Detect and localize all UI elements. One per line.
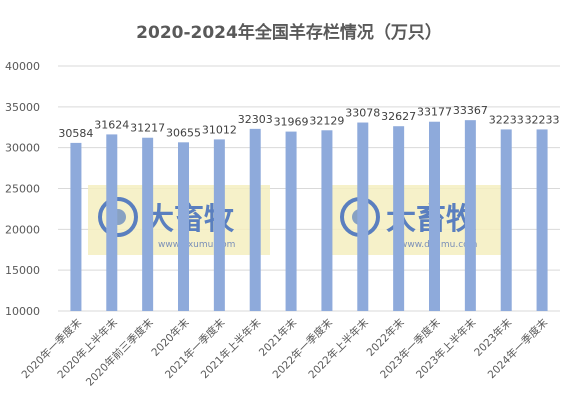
y-tick-label: 20000 — [5, 223, 40, 236]
bar — [429, 121, 440, 312]
x-tick-label: 2022年上半年末 — [306, 316, 372, 382]
data-label: 31217 — [130, 122, 165, 135]
bar — [500, 129, 512, 311]
data-label: 33367 — [453, 104, 488, 117]
y-tick-label: 40000 — [5, 60, 40, 73]
y-tick-label: 25000 — [5, 183, 40, 196]
data-label: 33078 — [345, 107, 380, 120]
data-label: 30655 — [166, 126, 201, 139]
bar — [464, 120, 476, 312]
bar — [393, 126, 405, 311]
data-label: 30584 — [58, 127, 93, 140]
bar — [357, 122, 369, 311]
data-label: 32233 — [525, 113, 560, 126]
y-tick-label: 10000 — [5, 305, 40, 318]
watermark: 大畜牧www.dxumu.com — [330, 185, 508, 255]
y-tick-label: 30000 — [5, 142, 40, 155]
x-tick-label: 2020年一季度末 — [19, 316, 85, 382]
chart-title: 2020-2024年全国羊存栏情况（万只） — [136, 23, 442, 43]
data-label: 32129 — [309, 114, 344, 127]
bar — [213, 139, 225, 311]
bar — [249, 128, 261, 311]
bar — [70, 142, 82, 311]
x-tick-label: 2021年上半年末 — [198, 316, 264, 382]
x-tick-label: 2024年一季度末 — [485, 316, 551, 382]
data-label: 31969 — [274, 116, 309, 129]
x-tick-label: 2020年前三季度末 — [83, 316, 156, 389]
data-label: 31624 — [94, 118, 129, 131]
data-label: 32627 — [381, 110, 416, 123]
x-tick-label: 2023年一季度末 — [377, 316, 443, 382]
x-tick-label: 2022年一季度末 — [270, 316, 336, 382]
bars — [70, 120, 548, 312]
bar — [536, 129, 548, 311]
bar — [142, 137, 154, 311]
data-label: 32303 — [238, 113, 273, 126]
bar — [285, 131, 297, 311]
watermark-url: www.dxumu.com — [158, 240, 235, 250]
y-tick-label: 35000 — [5, 101, 40, 114]
x-tick-label: 2020年上半年末 — [55, 316, 121, 382]
x-tick-label: 2021年一季度末 — [162, 316, 228, 382]
bar — [321, 130, 333, 311]
y-tick-label: 15000 — [5, 264, 40, 277]
y-axis: 10000 15000 20000 25000 30000 35000 40000 — [5, 60, 40, 318]
data-label: 32233 — [489, 113, 524, 126]
x-tick-label: 2023年上半年末 — [413, 316, 479, 382]
x-axis: 2020年一季度末2020年上半年末2020年前三季度末2020年末2021年一… — [19, 316, 551, 389]
data-label: 33177 — [417, 106, 452, 119]
bar — [178, 142, 189, 311]
watermark-logo-icon — [98, 197, 138, 237]
bar — [106, 134, 118, 311]
data-label: 31012 — [202, 123, 237, 136]
